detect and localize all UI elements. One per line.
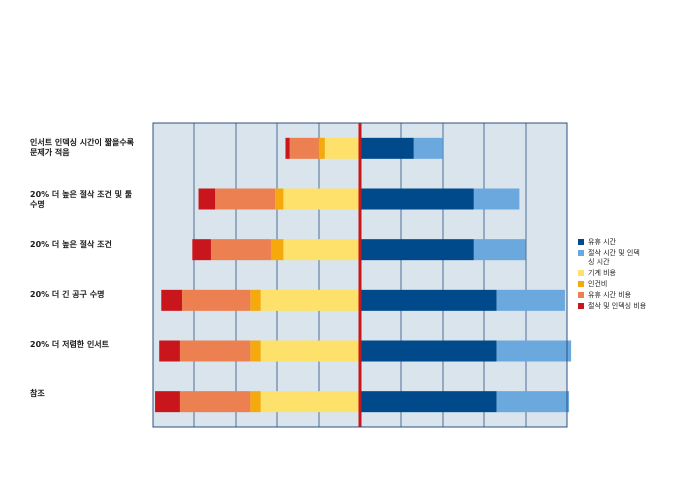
plot-border [152, 122, 568, 428]
legend-label: 절삭 및 인덱싱 비용 [588, 302, 647, 310]
category-label: 인서트 인덱싱 시간이 짧을수록 문제가 적음 [30, 138, 135, 157]
bar-segment [318, 137, 325, 159]
bar-segment [283, 188, 360, 210]
category-label: 참조 [30, 389, 45, 398]
bar-segment [360, 188, 474, 210]
category-label: 20% 더 높은 절삭 조건 및 툴 수명 [30, 190, 133, 209]
legend-label: 유휴 시간 [588, 238, 616, 246]
bar-segment [155, 391, 180, 413]
bar-segment [179, 340, 251, 362]
bar-segment [210, 239, 271, 261]
legend-item: 유휴 시간 [578, 238, 688, 247]
bar-segment [496, 391, 570, 413]
bar-segment [192, 239, 211, 261]
legend: 유휴 시간 절삭 시간 및 인덱 싱 시간 기계 비용 인건비 유휴 시간 비용… [578, 238, 688, 313]
legend-label: 인건비 [588, 280, 608, 288]
legend-item: 기계 비용 [578, 269, 688, 278]
bar-segment [161, 289, 182, 311]
bar-segment [289, 137, 319, 159]
legend-label: 절삭 시간 및 인덱 싱 시간 [588, 249, 640, 266]
bar-segment [250, 340, 261, 362]
legend-swatch [578, 239, 584, 245]
bar-segment [360, 239, 474, 261]
bar-segment [360, 340, 497, 362]
legend-swatch [578, 250, 584, 256]
bar-segment [496, 289, 565, 311]
bar-segment [360, 137, 414, 159]
bar-segment [250, 289, 261, 311]
legend-swatch [578, 303, 584, 309]
bar-segment [275, 188, 284, 210]
bar-segment [250, 391, 261, 413]
bar-segment [181, 289, 251, 311]
bar-segment [215, 188, 276, 210]
legend-swatch [578, 270, 584, 276]
bar-segment [360, 391, 497, 413]
legend-item: 인건비 [578, 280, 688, 289]
bar-segment [260, 289, 360, 311]
legend-swatch [578, 281, 584, 287]
bar-segment [283, 239, 360, 261]
category-label: 20% 더 긴 공구 수명 [30, 290, 105, 299]
bar-segment [324, 137, 360, 159]
bar-segment [159, 340, 180, 362]
bar-segment [179, 391, 251, 413]
bar-segment [260, 340, 360, 362]
legend-label: 기계 비용 [588, 269, 616, 277]
bar-segment [270, 239, 284, 261]
bar-segment [473, 239, 526, 261]
legend-item: 절삭 및 인덱싱 비용 [578, 302, 688, 311]
legend-swatch [578, 292, 584, 298]
bar-segment [285, 137, 290, 159]
bar-segment [473, 188, 520, 210]
legend-label: 유휴 시간 비용 [588, 291, 632, 299]
bar-segment [413, 137, 443, 159]
category-label: 20% 더 저렴한 인서트 [30, 340, 110, 349]
bar-segment [360, 289, 497, 311]
bar-segment [496, 340, 572, 362]
bar-segment [198, 188, 216, 210]
category-label: 20% 더 높은 절삭 조건 [30, 240, 112, 249]
bar-segment [260, 391, 360, 413]
legend-item: 절삭 시간 및 인덱 싱 시간 [578, 249, 688, 267]
legend-item: 유휴 시간 비용 [578, 291, 688, 300]
